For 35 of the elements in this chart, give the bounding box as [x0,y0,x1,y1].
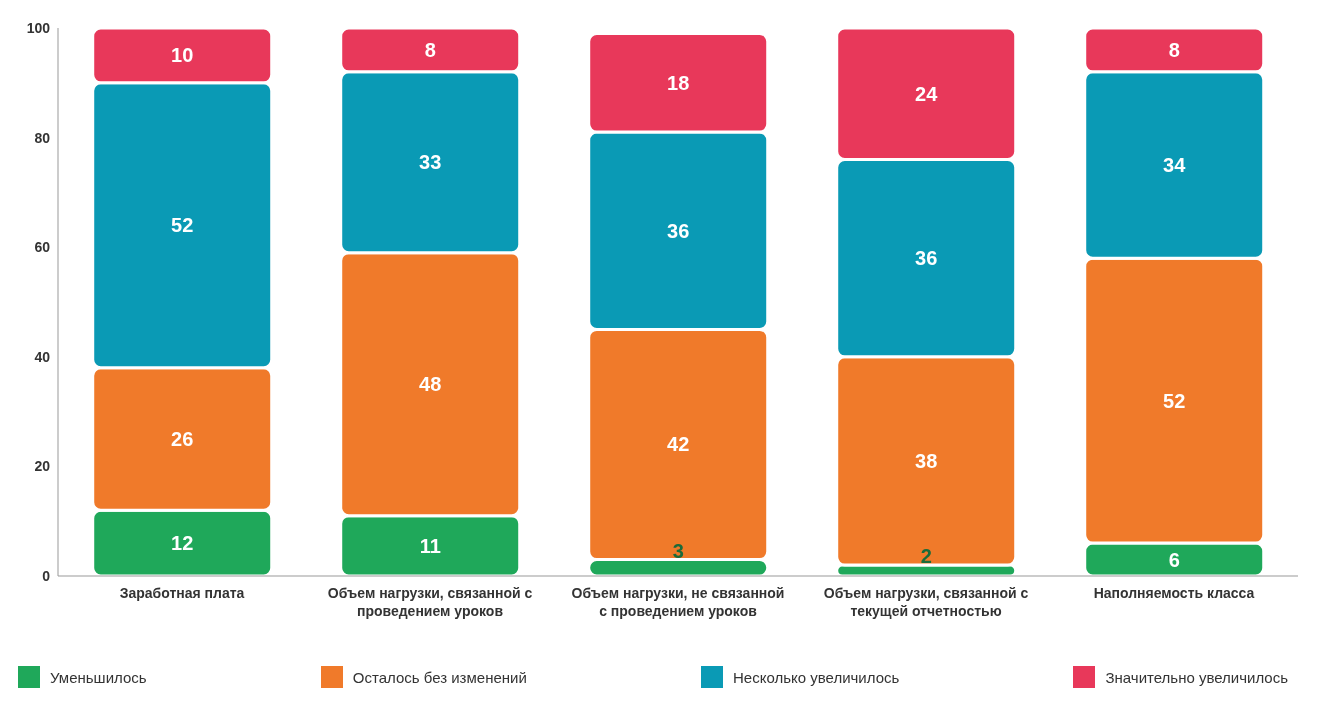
data-label: 52 [171,214,194,237]
legend-label: Значительно увеличилось [1105,668,1288,686]
y-tick-label: 0 [42,567,51,584]
legend-label: Осталось без изменений [352,668,527,686]
x-tick-label: Заработная плата [119,585,245,601]
data-label: 24 [915,82,939,105]
data-label: 11 [419,534,441,557]
data-label: 2 [920,545,932,568]
y-tick-label: 40 [34,348,51,365]
data-label: 8 [1168,38,1180,61]
x-tick-label: Наполняемость класса [1093,585,1255,601]
y-tick-label: 60 [34,239,51,256]
data-label: 33 [419,151,442,174]
y-tick-label: 20 [34,458,51,475]
data-label: 8 [424,38,436,61]
legend-label: Несколько увеличилось [733,668,900,686]
legend-label: Уменьшилось [50,668,147,686]
data-label: 48 [419,373,442,396]
x-tick-label: Объем нагрузки, связанной с текущей отчетностью [823,585,1029,619]
data-label: 36 [667,219,690,242]
x-tick-label: Объем нагрузки, не связанной с проведением уроков [571,585,785,619]
data-label: 26 [171,428,194,450]
x-tick-label: Объем нагрузки, связанной с проведением уроков [327,585,533,619]
data-label: 52 [1163,389,1186,412]
y-tick-label: 80 [34,129,51,146]
data-label: 36 [915,247,938,270]
data-label: 38 [915,449,938,472]
data-label: 42 [667,433,690,456]
data-label: 12 [171,532,194,555]
data-label: 10 [171,44,194,67]
data-label: 34 [1163,154,1187,176]
y-tick-label: 100 [26,19,51,36]
data-label: 18 [667,71,690,94]
data-label: 6 [1168,548,1180,571]
data-label: 3 [672,539,684,562]
